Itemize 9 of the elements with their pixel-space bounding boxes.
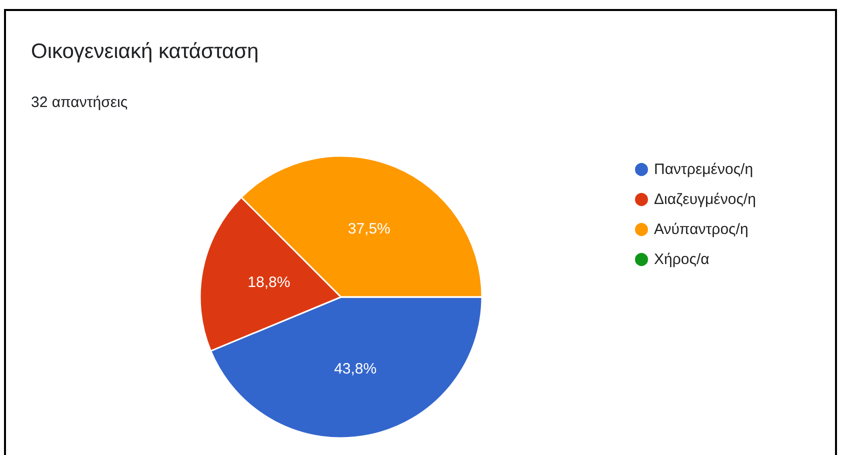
- text: 32 απαντήσεις: [31, 94, 128, 111]
- legend-label: Παντρεμένος/η: [654, 161, 754, 178]
- legend-label: Χήρος/α: [654, 251, 710, 268]
- chart-title: Οικογενειακή κατάσταση: [31, 40, 259, 63]
- legend-label: Διαζευγμένος/η: [654, 191, 756, 208]
- data-label: 18,8%: [248, 274, 290, 292]
- data-label: 43,8%: [334, 360, 377, 378]
- legend-label: Ανύπαντρος/η: [654, 221, 748, 238]
- data-label: 37,5%: [348, 220, 390, 238]
